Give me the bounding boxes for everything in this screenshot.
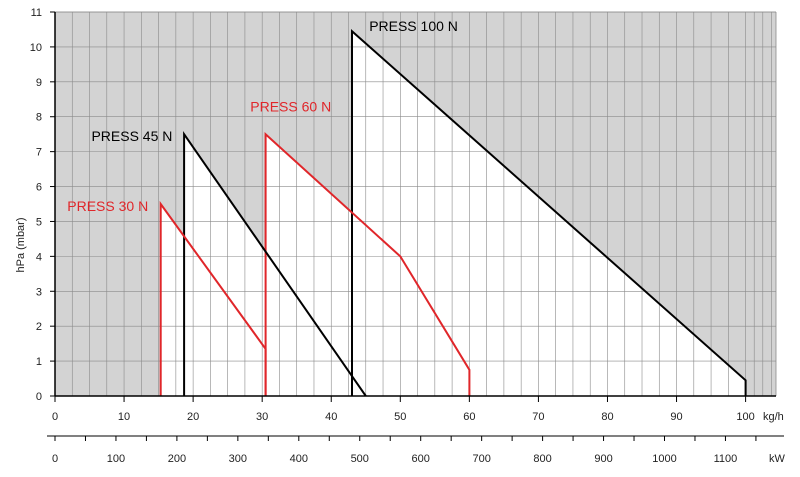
series-label-1: PRESS 60 N	[250, 99, 331, 115]
y-tick-label: 5	[36, 216, 42, 228]
y-axis-title: hPa (mbar)	[15, 217, 27, 272]
y-tick-label: 1	[36, 356, 42, 368]
x2-tick-label: 800	[533, 453, 551, 465]
series-label-2: PRESS 45 N	[91, 128, 172, 144]
x2-tick-label: 0	[52, 453, 58, 465]
x-tick-label: 10	[118, 411, 130, 423]
x2-tick-label: 1000	[652, 453, 676, 465]
x2-tick-label: 300	[229, 453, 247, 465]
x2-tick-label: 100	[107, 453, 125, 465]
y-tick-label: 2	[36, 321, 42, 333]
series-region-3	[160, 204, 266, 396]
x-axis-unit: kg/h	[763, 411, 784, 423]
x2-axis-unit: kW	[769, 453, 786, 465]
series-line-2	[183, 131, 367, 397]
y-tick-label: 10	[30, 42, 42, 54]
x-tick-label: 30	[256, 411, 268, 423]
x2-tick-label: 600	[412, 453, 430, 465]
y-tick-label: 7	[36, 147, 42, 159]
series-region-0	[352, 31, 746, 396]
x2-tick-label: 900	[594, 453, 612, 465]
x-tick-label: 40	[325, 411, 337, 423]
series-group: PRESS 100 N PRESS 60 N PRESS 45 N PRESS 30 …	[67, 18, 747, 397]
x-tick-label: 70	[532, 411, 544, 423]
x-tick-label: 100	[736, 411, 754, 423]
x-tick-label: 80	[601, 411, 613, 423]
y-tick-label: 3	[36, 286, 42, 298]
x2-tick-label: 500	[351, 453, 369, 465]
y-tick-label: 8	[36, 112, 42, 124]
x2-tick-label: 400	[290, 453, 308, 465]
x2-tick-label: 200	[168, 453, 186, 465]
y-tick-label: 4	[36, 251, 42, 263]
x-tick-label: 90	[670, 411, 682, 423]
series-label-0: PRESS 100 N	[369, 18, 458, 34]
x2-tick-label: 1100	[714, 453, 738, 465]
y-tick-label: 9	[36, 77, 42, 89]
x-tick-label: 0	[52, 411, 58, 423]
x-tick-label: 20	[187, 411, 199, 423]
y-tick-label: 6	[36, 182, 42, 194]
x2-tick-label: 700	[472, 453, 490, 465]
x-tick-label: 50	[394, 411, 406, 423]
plot-area	[55, 12, 776, 396]
y-tick-label: 11	[31, 7, 42, 19]
x-tick-label: 60	[463, 411, 475, 423]
series-label-3: PRESS 30 N	[67, 198, 148, 214]
grid	[54, 11, 777, 397]
y-tick-label: 0	[36, 391, 42, 403]
series-line-1	[264, 131, 471, 396]
series-line-3	[159, 200, 267, 396]
